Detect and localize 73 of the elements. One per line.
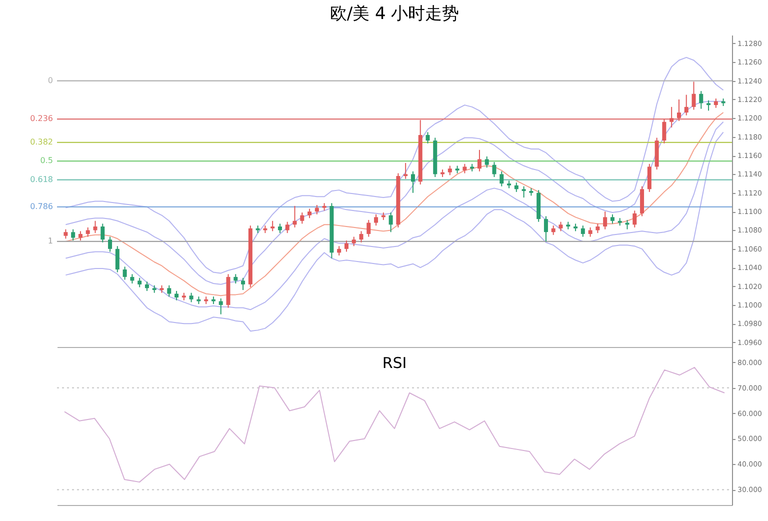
candlestick	[374, 214, 378, 226]
candlestick	[144, 281, 149, 292]
candlestick	[270, 220, 275, 232]
candlestick	[300, 212, 304, 224]
candlestick	[580, 225, 585, 238]
candlestick	[684, 94, 688, 116]
candlestick	[426, 132, 430, 144]
candlestick	[359, 230, 364, 243]
candlestick	[241, 277, 246, 291]
candlestick	[588, 226, 592, 238]
candlestick	[544, 216, 548, 242]
candlestick	[558, 221, 563, 232]
candlestick	[174, 290, 179, 301]
candlestick	[662, 118, 666, 144]
candlestick	[115, 246, 120, 273]
text: 0.618	[30, 174, 53, 184]
candlestick	[647, 163, 652, 192]
candlestick	[514, 182, 518, 192]
candlestick	[78, 230, 82, 242]
line-series	[64, 366, 725, 483]
candlestick	[344, 240, 348, 252]
chart-title: 欧/美 4 小时走势	[330, 4, 460, 24]
candlestick	[522, 186, 526, 198]
candlestick	[108, 236, 112, 252]
line-series	[65, 56, 724, 274]
candlestick	[314, 204, 319, 215]
candlestick	[292, 205, 297, 228]
candlestick	[670, 106, 674, 128]
candlestick	[500, 170, 504, 187]
candlestick	[352, 236, 356, 247]
text: 0	[48, 76, 53, 85]
candlestick	[285, 221, 290, 234]
candlestick	[632, 210, 637, 228]
candlestick	[388, 212, 393, 233]
candlestick	[189, 292, 194, 303]
candlestick	[93, 220, 98, 234]
candlestick	[462, 163, 467, 174]
candlestick	[122, 266, 127, 280]
candlestick	[714, 98, 718, 108]
candlestick	[551, 225, 556, 236]
candlestick	[706, 100, 711, 112]
line-series	[65, 132, 724, 332]
candlestick	[477, 149, 482, 172]
candlestick	[603, 211, 608, 230]
candlestick	[64, 228, 68, 240]
candlestick	[492, 162, 496, 178]
candlestick	[234, 274, 238, 284]
text: 0.5	[40, 156, 53, 166]
candlestick	[404, 162, 408, 180]
candlestick	[138, 277, 142, 288]
candlestick	[484, 156, 489, 168]
text: 0.382	[30, 137, 53, 146]
candlestick	[218, 298, 223, 315]
candlestick	[699, 90, 704, 110]
candlestick	[676, 98, 681, 122]
text: RSI	[382, 354, 407, 372]
candlestick	[596, 223, 600, 234]
text: 0.786	[30, 202, 53, 211]
candlestick	[71, 228, 76, 242]
candlestick	[100, 223, 105, 243]
candlestick	[167, 284, 172, 298]
candlestick	[278, 223, 282, 234]
candlestick	[410, 170, 415, 194]
candlestick	[692, 81, 696, 110]
candlestick	[337, 246, 342, 256]
text: 0.236	[30, 114, 53, 124]
candlestick	[308, 208, 312, 219]
candlestick	[366, 219, 371, 238]
text: 1	[48, 236, 53, 246]
candlestick	[448, 165, 452, 176]
candlestick	[130, 274, 134, 284]
candlestick	[610, 214, 614, 224]
candlestick	[86, 226, 90, 238]
